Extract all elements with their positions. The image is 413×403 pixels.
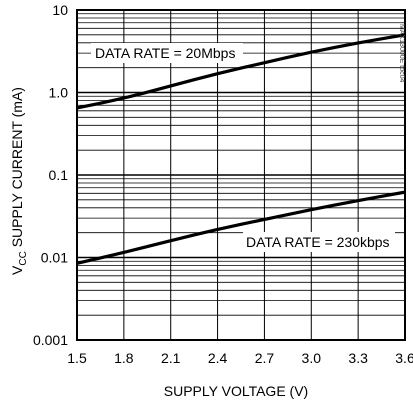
x-tick-label: 3.0 (302, 350, 322, 366)
y-tick-label: 0.1 (49, 167, 69, 183)
x-tick-label: 1.5 (67, 350, 87, 366)
y-axis-title: VCC SUPPLY CURRENT (mA) (9, 87, 29, 275)
y-tick-label: 10 (52, 2, 68, 18)
series-line-230kbps (76, 190, 407, 265)
series-label-230kbps: DATA RATE = 230kbps (246, 234, 390, 250)
part-number-label: MAX13000E toc04 (398, 24, 405, 82)
series-layer (76, 33, 407, 265)
y-tick-label: 1.0 (49, 85, 69, 101)
x-tick-label: 2.1 (161, 350, 181, 366)
y-axis-title-rest: SUPPLY CURRENT (mA) (9, 87, 25, 251)
x-tick-label: 2.4 (208, 350, 228, 366)
y-tick-label: 0.01 (41, 250, 68, 266)
series-line-20mbps (76, 33, 406, 110)
plot-frame (76, 9, 406, 341)
series-label-20mbps: DATA RATE = 20Mbps (95, 45, 235, 61)
y-axis-title-sub: CC (18, 251, 29, 265)
x-axis-title: SUPPLY VOLTAGE (V) (164, 383, 308, 399)
x-tick-label: 2.7 (255, 350, 275, 366)
series-label-20mbps-group: DATA RATE = 20Mbps (91, 43, 243, 63)
y-axis-title-main: V (9, 265, 25, 275)
tick-labels: 1.5 1.8 2.1 2.4 2.7 3.0 3.3 3.6 0.001 0.01 0.1 1.0 1… (33, 2, 413, 366)
series-label-230kbps-group: DATA RATE = 230kbps (243, 232, 395, 252)
x-tick-label: 1.8 (114, 350, 134, 366)
y-tick-label: 0.001 (33, 332, 68, 348)
x-tick-label: 3.6 (395, 350, 413, 366)
x-tick-label: 3.3 (348, 350, 368, 366)
